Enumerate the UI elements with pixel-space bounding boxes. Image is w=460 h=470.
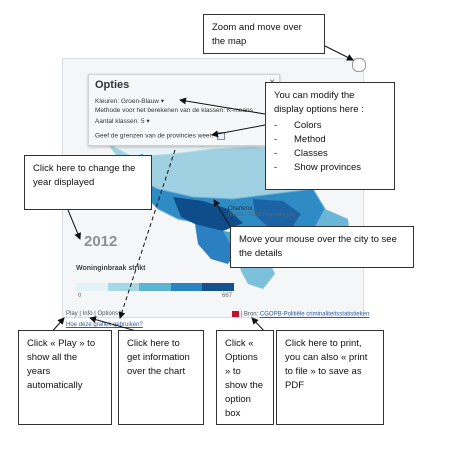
note-option-item: Show provinces bbox=[274, 161, 386, 175]
note-option-item: Method bbox=[274, 133, 386, 147]
note-year: Click here to change the year displayed bbox=[24, 155, 152, 210]
city-tooltip: Charleroi (Feiten / 10000 huisvestingen) bbox=[228, 206, 295, 218]
note-print: Click here to print, you can also « prin… bbox=[276, 330, 384, 425]
note-zoom: Zoom and move over the map bbox=[203, 14, 325, 54]
legend-swatch bbox=[107, 283, 140, 291]
source-link[interactable]: CGOPB-Politiële criminaliteitsstatistiek… bbox=[259, 311, 370, 318]
chevron-down-icon: ▾ bbox=[146, 118, 150, 125]
city-label: Charleroi bbox=[228, 206, 253, 212]
chart-subject: Woninginbraak strikt bbox=[76, 265, 146, 272]
source-line: | Bron: CGOPB-Politiële criminaliteitsst… bbox=[232, 311, 369, 318]
classes-label: Aantal klassen: 5 bbox=[95, 118, 145, 125]
note-city: Move your mouse over the city to see the… bbox=[230, 226, 414, 268]
zoom-control[interactable] bbox=[352, 58, 366, 72]
method-select[interactable]: Methode voor het berekenen van de klasse… bbox=[95, 107, 253, 114]
note-options-intro: You can modify the display options here … bbox=[274, 90, 364, 115]
chevron-down-icon: ▾ bbox=[160, 98, 165, 105]
legend-swatch bbox=[76, 283, 108, 291]
colors-label: Kleuren: Groen-Blauw bbox=[95, 98, 159, 105]
help-link[interactable]: Hoe deze grafiek gebruiken? bbox=[66, 322, 143, 328]
bottom-links[interactable]: Play | Info | Options | bbox=[66, 311, 122, 317]
note-options: You can modify the display options here … bbox=[265, 82, 395, 190]
note-options-list: Colors Method Classes Show provinces bbox=[274, 119, 386, 175]
colors-select[interactable]: Kleuren: Groen-Blauw ▾ bbox=[95, 97, 164, 105]
legend-max: 667 bbox=[222, 293, 233, 299]
options-title: Opties bbox=[95, 79, 130, 91]
color-legend bbox=[76, 283, 234, 291]
provinces-label: Geef de grenzen van de provincies weer: bbox=[95, 132, 214, 140]
print-icon[interactable] bbox=[232, 311, 239, 317]
note-option-item: Classes bbox=[274, 147, 386, 161]
note-info: Click here to get information over the c… bbox=[118, 330, 204, 425]
legend-min: 0 bbox=[78, 293, 82, 299]
legend-swatch bbox=[202, 283, 234, 291]
year-selector[interactable]: 2012 bbox=[84, 233, 118, 250]
legend-swatch bbox=[139, 283, 171, 291]
city-value: (Feiten / 10000 huisvestingen) bbox=[228, 212, 296, 218]
options-panel: Opties × Kleuren: Groen-Blauw ▾ Methode … bbox=[88, 74, 280, 146]
classes-select[interactable]: Aantal klassen: 5 ▾ bbox=[95, 117, 150, 125]
legend-swatch bbox=[170, 283, 203, 291]
source-prefix: | Bron: bbox=[240, 311, 259, 318]
note-options-click: Click « Options » to show the option box bbox=[216, 330, 274, 425]
note-option-item: Colors bbox=[274, 119, 386, 133]
note-play: Click « Play » to show all the years aut… bbox=[18, 330, 112, 425]
